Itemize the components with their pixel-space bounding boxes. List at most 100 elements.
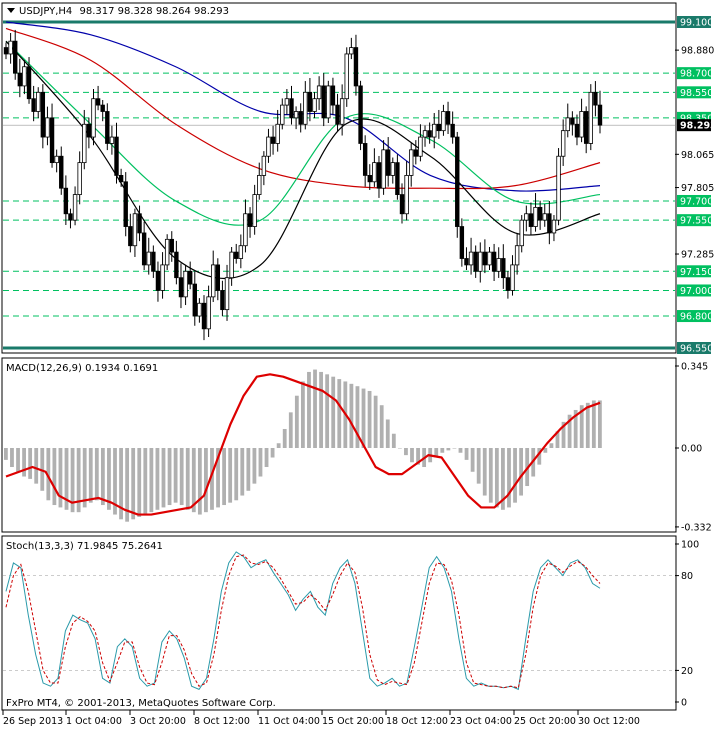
candle-body (358, 85, 363, 144)
candle-body (593, 91, 598, 106)
moving-average-line (5, 27, 601, 190)
stochastic-tick-label: 20 (681, 666, 693, 677)
candle-body (418, 136, 423, 157)
candle-body (164, 238, 170, 266)
candle-body (404, 175, 409, 215)
stochastic-panel: 100 80 20 0 Stoch(13,3,3) 71.9845 75.2641 F… (1, 535, 699, 711)
candle-body (376, 162, 382, 189)
candle-body (183, 270, 188, 298)
price-tick-label: 96.800 (680, 312, 713, 323)
macd-histogram-bar (385, 419, 390, 448)
candle-body (422, 130, 428, 138)
macd-histogram-bar (464, 448, 469, 460)
macd-histogram-bar (4, 448, 8, 460)
time-axis: 26 Sep 2013 1 Oct 04:00 3 Oct 20:00 8 Oct 1… (2, 710, 640, 727)
candle-body (436, 123, 442, 132)
price-tick-label: 96.550 (680, 344, 713, 355)
candle-body (63, 187, 69, 215)
macd-histogram-bar (143, 448, 148, 515)
candle-body (68, 213, 73, 221)
candle-body (40, 91, 46, 138)
candle-body (178, 277, 184, 298)
macd-histogram-bar (210, 448, 214, 510)
candle-body (579, 111, 584, 138)
macd-histogram-bar (125, 448, 130, 522)
candle-body (367, 175, 372, 183)
macd-histogram-bar (573, 409, 578, 448)
macd-histogram-bar (22, 448, 26, 477)
macd-histogram-bar (100, 448, 105, 506)
macd-histogram-bar (313, 369, 317, 448)
macd-histogram-bar (113, 448, 117, 515)
candle-body (551, 219, 557, 234)
price-tick-label: 97.805 (681, 183, 714, 194)
macd-histogram-bar (149, 448, 154, 513)
macd-histogram-bar (222, 448, 227, 506)
candle-body (565, 117, 570, 132)
macd-histogram-bar (337, 379, 342, 448)
time-tick-label: 25 Oct 20:00 (514, 716, 576, 727)
macd-histogram-bar (155, 448, 160, 510)
candle-body (335, 104, 340, 125)
candle-body (146, 251, 151, 266)
macd-histogram-bar (410, 448, 414, 463)
stochastic-lines (5, 551, 601, 691)
macd-histogram-bar (282, 428, 287, 448)
window-menu-icon[interactable] (7, 8, 15, 13)
macd-histogram-bar (204, 448, 208, 513)
macd-signal-path (5, 373, 601, 516)
candle-body (409, 149, 414, 176)
price-level-tag (677, 86, 711, 99)
candle-body (174, 251, 179, 279)
price-tick-label: 98.700 (680, 69, 713, 80)
candle-body (169, 238, 174, 253)
macd-histogram-bar (70, 448, 75, 513)
candle-body (220, 290, 225, 311)
macd-histogram-bar (404, 448, 408, 456)
candle-body (132, 213, 138, 247)
candle-body (36, 91, 41, 112)
ohlc-label: 98.317 98.328 98.264 98.293 (79, 6, 229, 17)
current-price-tag (677, 119, 711, 132)
candle-body (491, 251, 497, 272)
candle-body (229, 251, 234, 279)
candle-body (13, 40, 18, 74)
price-level-tag (677, 67, 711, 80)
macd-histogram-bar (252, 448, 257, 484)
candle-body (583, 111, 589, 144)
macd-histogram-bar (34, 448, 39, 484)
time-tick-label: 8 Oct 12:00 (194, 716, 250, 727)
moving-average-line (5, 40, 601, 280)
current-price-label: 98.293 (680, 121, 715, 132)
candle-body (330, 85, 336, 106)
candle-body (514, 245, 520, 266)
candle-body (243, 213, 248, 247)
macd-histogram-bar (591, 400, 596, 448)
macd-histogram-bar (94, 448, 99, 501)
candle-body (252, 194, 257, 227)
macd-histogram-bar (519, 448, 524, 496)
stochastic-tick-label: 100 (681, 540, 699, 551)
time-tick-label: 3 Oct 20:00 (130, 716, 186, 727)
macd-histogram-bar (482, 448, 487, 496)
candle-body (197, 302, 202, 317)
candle-body (137, 213, 142, 234)
macd-histogram-bar (325, 374, 330, 448)
macd-histogram-bar (179, 448, 184, 506)
candle-body (524, 213, 529, 221)
candle-body (31, 98, 36, 112)
time-tick-label: 30 Oct 12:00 (578, 716, 640, 727)
candle-body (128, 226, 133, 247)
candle-body (468, 251, 474, 266)
candle-body (234, 251, 239, 259)
stochastic-axis: 100 80 20 0 (675, 540, 699, 709)
macd-histogram-bar (537, 448, 542, 465)
macd-histogram-bar (349, 383, 354, 448)
macd-histogram-bar (434, 448, 439, 458)
time-tick-label: 11 Oct 04:00 (258, 716, 320, 727)
macd-histogram-bar (52, 448, 57, 506)
macd-histogram-bar (234, 448, 239, 501)
macd-histogram-bar (294, 395, 299, 448)
time-tick-label: 18 Oct 12:00 (386, 716, 448, 727)
candle-body (206, 296, 211, 330)
